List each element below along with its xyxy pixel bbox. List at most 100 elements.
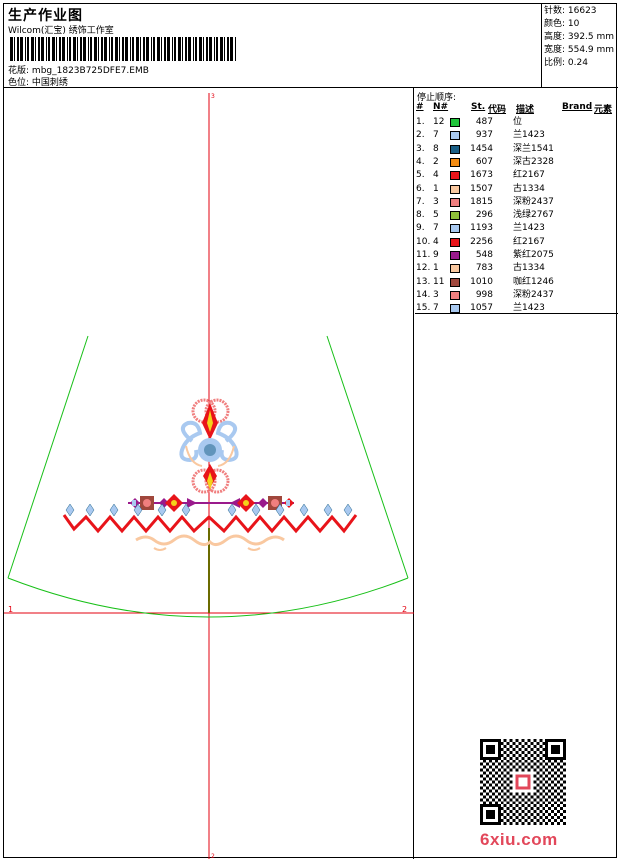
- qr-module: [545, 780, 549, 784]
- color-row-description: 古1334: [513, 263, 545, 274]
- qr-module: [563, 786, 566, 790]
- qr-module: [509, 798, 513, 802]
- qr-module: [533, 786, 537, 790]
- barcode-bar: [227, 37, 229, 61]
- barcode-bar: [182, 37, 183, 61]
- garment-outline-right: [326, 335, 409, 579]
- qr-module: [548, 801, 552, 805]
- qr-module: [482, 765, 486, 769]
- barcode-bar: [216, 37, 218, 61]
- qr-module: [497, 762, 501, 766]
- color-row: 5. 4 1673 红2167: [415, 169, 618, 182]
- qr-module: [509, 786, 513, 790]
- color-row-needle: 3: [433, 289, 439, 300]
- qr-module: [551, 822, 555, 825]
- qr-module: [500, 759, 504, 763]
- qr-module: [494, 777, 498, 781]
- qr-module: [497, 792, 501, 796]
- qr-module: [509, 774, 513, 778]
- qr-module: [533, 774, 537, 778]
- barcode-bar: [56, 37, 57, 61]
- qr-module: [557, 774, 561, 778]
- color-row: 8. 5 296 浅绿2767: [415, 209, 618, 222]
- qr-module: [485, 774, 489, 778]
- qr-module: [548, 771, 552, 775]
- qr-module: [554, 813, 558, 817]
- qr-module: [554, 783, 558, 787]
- qr-module: [480, 798, 483, 802]
- barcode-bar: [80, 37, 82, 61]
- qr-module: [551, 792, 555, 796]
- barcode-bar: [73, 37, 76, 61]
- qr-module: [512, 759, 516, 763]
- sheet-header: 生产作业图 Wilcom(汇宝) 绣饰工作室 花版: mbg_1823B725D…: [4, 4, 542, 88]
- barcode-bar: [185, 37, 187, 61]
- barcode-bar: [111, 37, 113, 61]
- barcode-bar: [69, 37, 71, 61]
- qr-module: [485, 786, 489, 790]
- qr-module: [533, 810, 537, 814]
- barcode-bar: [206, 37, 208, 61]
- color-row-needle: 7: [433, 223, 439, 234]
- qr-module: [500, 807, 504, 811]
- color-row-stitches: 1010: [470, 276, 493, 287]
- qr-module: [536, 753, 540, 757]
- color-value: 中国刺绣: [31, 78, 68, 88]
- barcode-bar: [104, 37, 107, 61]
- barcode-bar: [52, 37, 55, 61]
- color-row-stitches: 548: [475, 250, 493, 260]
- color-row-seq: 14.: [416, 289, 431, 300]
- qr-module: [503, 750, 507, 754]
- qr-module: [500, 783, 504, 787]
- qr-module: [497, 780, 501, 784]
- color-row-needle: 11: [433, 276, 445, 287]
- barcode-bar: [90, 37, 92, 61]
- qr-module: [551, 786, 555, 790]
- qr-module: [533, 739, 537, 742]
- color-row: 3. 8 1454 深兰1541: [415, 143, 618, 156]
- barcode-bar: [172, 37, 173, 61]
- barcode-bar: [59, 37, 61, 61]
- color-row-description: 红2167: [513, 170, 545, 181]
- qr-module: [503, 822, 507, 825]
- qr-module: [539, 744, 543, 748]
- color-row-needle: 4: [433, 236, 439, 247]
- barcode-bar: [10, 37, 13, 61]
- qr-module: [485, 798, 489, 802]
- design-stats: 针数: 16623 颜色: 10 高度: 392.5 mm 宽度: 554.9 …: [541, 4, 618, 88]
- qr-module: [494, 801, 498, 805]
- qr-module: [545, 804, 549, 808]
- color-row-needle: 1: [433, 183, 439, 194]
- sheet-subtitle: Wilcom(汇宝) 绣饰工作室: [8, 26, 114, 36]
- color-swatch: [450, 184, 460, 194]
- qr-module: [494, 789, 498, 793]
- qr-module: [506, 747, 510, 751]
- barcode: [10, 37, 236, 61]
- barcode-bar: [98, 37, 99, 61]
- color-row-stitches: 1815: [470, 196, 493, 207]
- qr-module: [554, 765, 558, 769]
- barcode-bar: [167, 37, 170, 61]
- barcode-bar: [178, 37, 181, 61]
- qr-module: [518, 747, 522, 751]
- barcode-bar: [67, 37, 68, 61]
- qr-module: [521, 750, 525, 754]
- qr-module: [554, 795, 558, 799]
- qr-module: [557, 798, 561, 802]
- production-sheet: 生产作业图 Wilcom(汇宝) 绣饰工作室 花版: mbg_1823B725D…: [3, 3, 618, 859]
- qr-module: [506, 801, 510, 805]
- qr-module: [524, 795, 528, 799]
- qr-module: [480, 786, 483, 790]
- barcode-bar: [153, 37, 155, 61]
- qr-module: [563, 774, 566, 778]
- qr-module: [480, 768, 483, 772]
- qr-module: [527, 810, 531, 814]
- stat-colors: 颜色: 10: [544, 19, 580, 29]
- qr-module: [563, 804, 566, 808]
- design-file-name: mbg_1823B725DFE7.EMB: [31, 66, 149, 76]
- motif-band: [128, 494, 294, 512]
- qr-module: [480, 762, 483, 766]
- qr-module: [491, 792, 495, 796]
- qr-module: [548, 795, 552, 799]
- qr-module: [560, 801, 564, 805]
